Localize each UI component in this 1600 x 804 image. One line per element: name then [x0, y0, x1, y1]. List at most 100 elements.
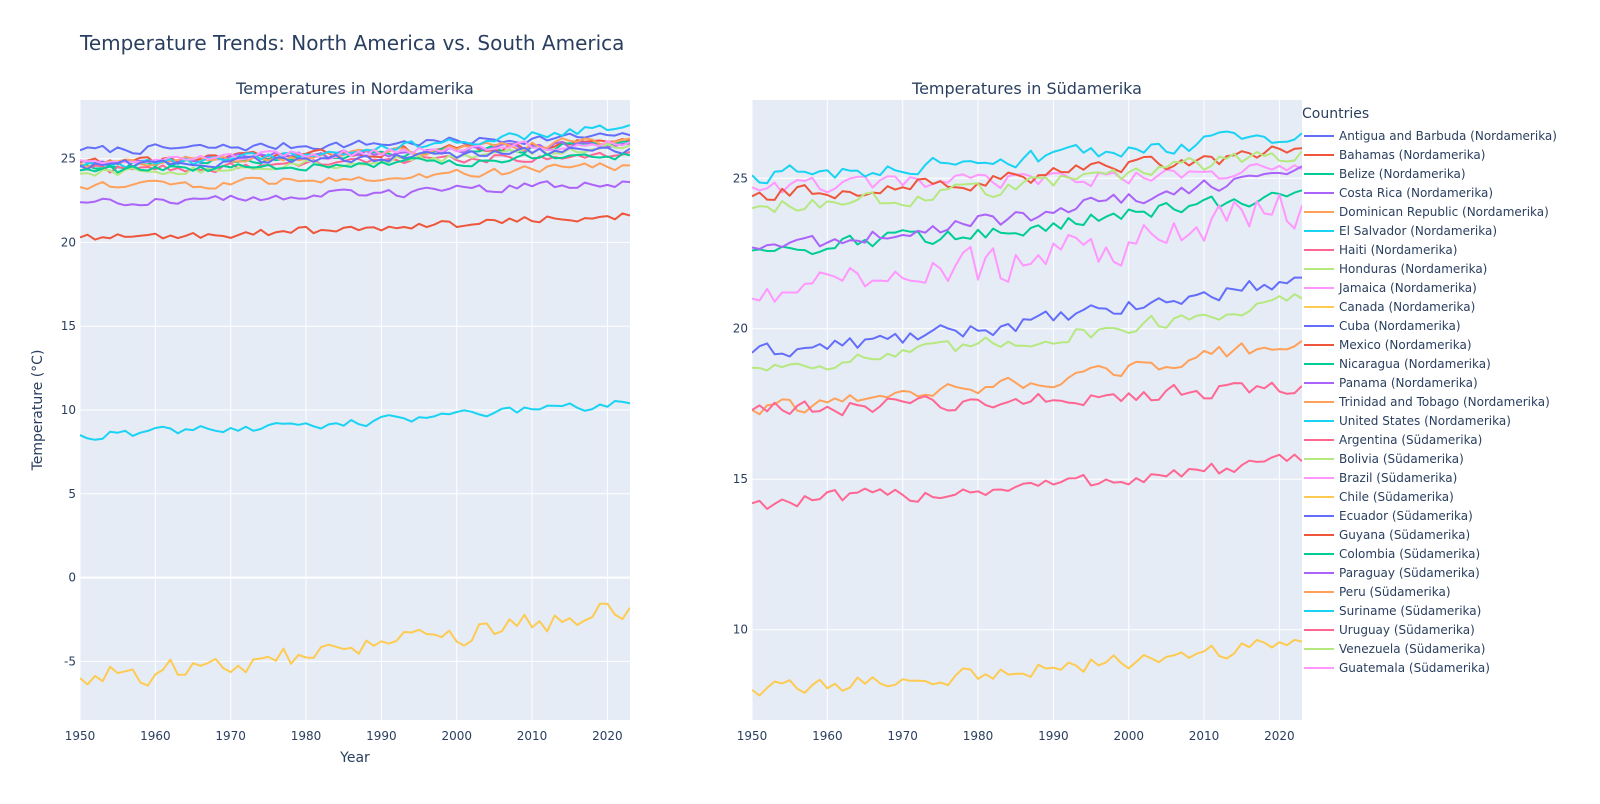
legend-item-ecuador-sudamerika[interactable]: Ecuador (Südamerika) [1304, 509, 1473, 523]
x-tick-label: 1950 [737, 729, 768, 743]
series-line-nicaragua-nordamerika [80, 152, 630, 174]
legend-label: Argentina (Südamerika) [1339, 433, 1482, 447]
y-tick-label: 10 [61, 403, 76, 417]
legend-label: Jamaica (Nordamerika) [1338, 281, 1477, 295]
x-tick-label: 2020 [1264, 729, 1295, 743]
series-line-argentina-sudamerika [752, 453, 1302, 510]
y-tick-label: 20 [733, 322, 748, 336]
legend-label: Paraguay (Südamerika) [1339, 566, 1480, 580]
legend-label: Dominican Republic (Nordamerika) [1339, 205, 1549, 219]
legend-item-united-states-nordamerika[interactable]: United States (Nordamerika) [1304, 414, 1511, 428]
legend-item-mexico-nordamerika[interactable]: Mexico (Nordamerika) [1304, 338, 1472, 352]
series-line-jamaica-nordamerika [80, 140, 630, 165]
legend-item-guyana-sudamerika[interactable]: Guyana (Südamerika) [1304, 528, 1470, 542]
legend-item-colombia-sudamerika[interactable]: Colombia (Südamerika) [1304, 547, 1480, 561]
legend-label: Colombia (Südamerika) [1339, 547, 1480, 561]
series-line-brazil-sudamerika [752, 163, 1302, 194]
series-line-mexico-nordamerika [80, 212, 630, 241]
legend-item-costa-rica-nordamerika[interactable]: Costa Rica (Nordamerika) [1304, 186, 1493, 200]
series-line-uruguay-sudamerika [752, 381, 1302, 417]
legend-label: Belize (Nordamerika) [1339, 167, 1466, 181]
legend-item-peru-sudamerika[interactable]: Peru (Südamerika) [1304, 585, 1451, 599]
x-tick-label: 2010 [517, 729, 548, 743]
legend-label: Peru (Südamerika) [1339, 585, 1451, 599]
y-tick-label: 0 [68, 571, 76, 585]
legend-item-canada-nordamerika[interactable]: Canada (Nordamerika) [1304, 300, 1475, 314]
legend-item-uruguay-sudamerika[interactable]: Uruguay (Südamerika) [1304, 623, 1475, 637]
series-line-bolivia-sudamerika [752, 293, 1302, 372]
series-line-peru-sudamerika [752, 339, 1302, 416]
legend-label: Suriname (Südamerika) [1339, 604, 1481, 618]
series-line-el-salvador-nordamerika [80, 124, 630, 170]
x-tick-label: 1970 [215, 729, 246, 743]
legend-item-bahamas-nordamerika[interactable]: Bahamas (Nordamerika) [1304, 148, 1485, 162]
series-line-panama-nordamerika [80, 180, 630, 207]
legend-item-antigua-and-barbuda-nordamerika[interactable]: Antigua and Barbuda (Nordamerika) [1304, 129, 1557, 143]
y-tick-label: 5 [68, 487, 76, 501]
series-lines [80, 124, 630, 687]
legend-label: Bolivia (Südamerika) [1339, 452, 1464, 466]
y-tick-label: 20 [61, 235, 76, 249]
x-tick-label: 1960 [140, 729, 171, 743]
legend-label: Bahamas (Nordamerika) [1339, 148, 1485, 162]
x-tick-label: 2020 [592, 729, 623, 743]
legend-item-nicaragua-nordamerika[interactable]: Nicaragua (Nordamerika) [1304, 357, 1491, 371]
legend-item-bolivia-sudamerika[interactable]: Bolivia (Südamerika) [1304, 452, 1464, 466]
legend-label: Mexico (Nordamerika) [1339, 338, 1472, 352]
y-tick-label: 15 [61, 319, 76, 333]
series-line-trinidad-and-tobago-nordamerika [80, 162, 630, 190]
series-line-united-states-nordamerika [80, 400, 630, 441]
legend-item-guatemala-sudamerika[interactable]: Guatemala (Südamerika) [1304, 661, 1490, 675]
legend-item-dominican-republic-nordamerika[interactable]: Dominican Republic (Nordamerika) [1304, 205, 1549, 219]
x-axis-title: Year [339, 750, 370, 766]
legend-item-chile-sudamerika[interactable]: Chile (Südamerika) [1304, 490, 1454, 504]
y-tick-label: -5 [64, 654, 76, 668]
series-line-venezuela-sudamerika [752, 150, 1302, 213]
x-tick-label: 1950 [65, 729, 96, 743]
legend-item-brazil-sudamerika[interactable]: Brazil (Südamerika) [1304, 471, 1457, 485]
series-line-colombia-sudamerika [752, 189, 1302, 256]
series-line-canada-nordamerika [80, 602, 630, 687]
legend-label: Haiti (Nordamerika) [1339, 243, 1457, 257]
legend-label: Guyana (Südamerika) [1339, 528, 1470, 542]
legend-label: Antigua and Barbuda (Nordamerika) [1339, 129, 1557, 143]
series-lines [752, 130, 1302, 697]
legend-item-argentina-sudamerika[interactable]: Argentina (Südamerika) [1304, 433, 1482, 447]
y-tick-label: 10 [733, 623, 748, 637]
legend: Countries Antigua and Barbuda (Nordameri… [1302, 106, 1557, 675]
legend-label: Nicaragua (Nordamerika) [1339, 357, 1491, 371]
series-line-ecuador-sudamerika [752, 276, 1302, 358]
x-tick-label: 2000 [1113, 729, 1144, 743]
legend-label: Honduras (Nordamerika) [1339, 262, 1487, 276]
x-tick-label: 2000 [441, 729, 472, 743]
legend-item-haiti-nordamerika[interactable]: Haiti (Nordamerika) [1304, 243, 1457, 257]
legend-item-honduras-nordamerika[interactable]: Honduras (Nordamerika) [1304, 262, 1487, 276]
x-tick-label: 1990 [1038, 729, 1069, 743]
y-axis-title: Temperature (°C) [30, 350, 46, 472]
series-line-chile-sudamerika [752, 638, 1302, 697]
legend-item-trinidad-and-tobago-nordamerika[interactable]: Trinidad and Tobago (Nordamerika) [1304, 395, 1550, 409]
panel-subtitle: Temperatures in Nordamerika [235, 79, 474, 98]
legend-label: Panama (Nordamerika) [1339, 376, 1478, 390]
x-tick-label: 1970 [887, 729, 918, 743]
legend-item-panama-nordamerika[interactable]: Panama (Nordamerika) [1304, 376, 1478, 390]
legend-label: Trinidad and Tobago (Nordamerika) [1338, 395, 1550, 409]
y-tick-label: 25 [61, 152, 76, 166]
x-tick-label: 1960 [812, 729, 843, 743]
legend-item-jamaica-nordamerika[interactable]: Jamaica (Nordamerika) [1304, 281, 1477, 295]
legend-label: El Salvador (Nordamerika) [1339, 224, 1497, 238]
series-line-paraguay-sudamerika [752, 165, 1302, 250]
y-tick-label: 15 [733, 472, 748, 486]
legend-label: Uruguay (Südamerika) [1339, 623, 1475, 637]
legend-item-cuba-nordamerika[interactable]: Cuba (Nordamerika) [1304, 319, 1461, 333]
legend-item-paraguay-sudamerika[interactable]: Paraguay (Südamerika) [1304, 566, 1480, 580]
legend-item-el-salvador-nordamerika[interactable]: El Salvador (Nordamerika) [1304, 224, 1497, 238]
legend-label: Chile (Südamerika) [1339, 490, 1454, 504]
legend-item-belize-nordamerika[interactable]: Belize (Nordamerika) [1304, 167, 1466, 181]
legend-label: Guatemala (Südamerika) [1339, 661, 1490, 675]
legend-item-venezuela-sudamerika[interactable]: Venezuela (Südamerika) [1304, 642, 1485, 656]
legend-item-suriname-sudamerika[interactable]: Suriname (Südamerika) [1304, 604, 1481, 618]
plot-area [752, 100, 1302, 720]
series-line-cuba-nordamerika [80, 146, 630, 171]
